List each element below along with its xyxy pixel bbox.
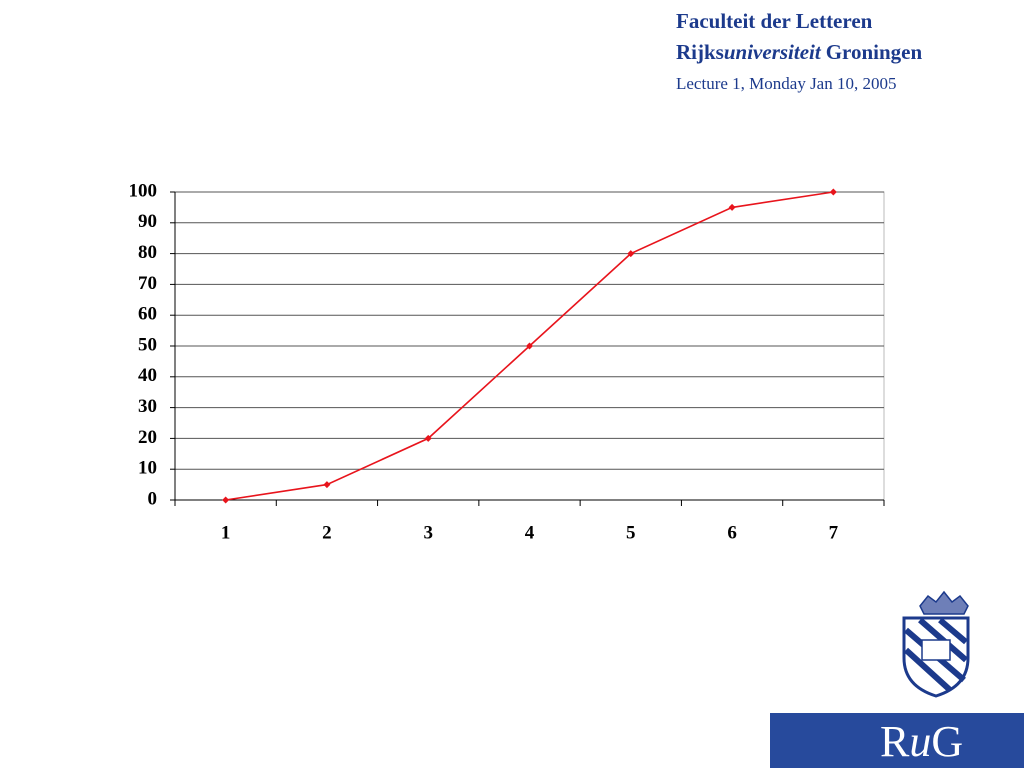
logo-letter: u bbox=[909, 717, 931, 766]
marker bbox=[728, 203, 736, 211]
logo-letter: G bbox=[931, 717, 963, 766]
logo-letter: R bbox=[880, 717, 910, 766]
y-tick-label: 80 bbox=[138, 242, 157, 263]
y-tick-label: 90 bbox=[138, 211, 157, 232]
x-tick-label: 7 bbox=[829, 522, 839, 543]
logo-text: RuG bbox=[880, 717, 963, 766]
crest bbox=[902, 590, 970, 698]
marker bbox=[627, 250, 635, 258]
marker bbox=[222, 496, 230, 504]
marker bbox=[323, 481, 331, 489]
y-tick-label: 70 bbox=[138, 273, 157, 294]
y-tick-label: 20 bbox=[138, 427, 157, 448]
marker bbox=[829, 188, 837, 196]
y-tick-label: 40 bbox=[138, 365, 157, 386]
x-tick-label: 1 bbox=[221, 522, 231, 543]
x-tick-label: 4 bbox=[525, 522, 535, 543]
y-tick-label: 100 bbox=[129, 180, 158, 201]
y-tick-label: 50 bbox=[138, 334, 157, 355]
x-tick-label: 3 bbox=[423, 522, 433, 543]
marker bbox=[526, 342, 533, 350]
x-tick-label: 2 bbox=[322, 522, 332, 543]
marker bbox=[424, 434, 432, 442]
crown bbox=[919, 590, 969, 615]
y-tick-label: 60 bbox=[138, 304, 157, 325]
y-tick-label: 30 bbox=[138, 396, 157, 417]
plot: 0 10 20 30 40 50 60 70 80 90 100 1 2 3 4 5 6 7 bbox=[129, 180, 885, 543]
book bbox=[921, 639, 951, 661]
x-tick-label: 5 bbox=[626, 522, 636, 543]
header-part: Rijks bbox=[676, 40, 724, 64]
header-part: universiteit bbox=[724, 40, 822, 64]
header-line2: Rijksuniversiteit Groningen bbox=[676, 40, 922, 64]
header-line1: Faculteit der Letteren bbox=[676, 9, 873, 33]
header-line3: Lecture 1, Monday Jan 10, 2005 bbox=[676, 74, 896, 93]
logo-bar bbox=[770, 713, 1024, 768]
y-tick-label: 0 bbox=[148, 488, 158, 509]
header-part: Groningen bbox=[826, 40, 923, 64]
x-tick-label: 6 bbox=[727, 522, 737, 543]
y-tick-label: 10 bbox=[138, 458, 157, 479]
